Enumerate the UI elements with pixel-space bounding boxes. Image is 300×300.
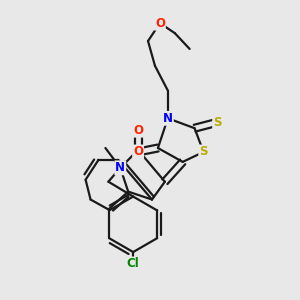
Text: Cl: Cl bbox=[127, 257, 140, 270]
Text: O: O bbox=[155, 17, 165, 30]
Text: S: S bbox=[213, 116, 222, 129]
Text: N: N bbox=[115, 161, 125, 174]
Text: N: N bbox=[163, 112, 173, 125]
Text: O: O bbox=[133, 146, 143, 158]
Text: O: O bbox=[133, 124, 143, 137]
Text: S: S bbox=[199, 146, 208, 158]
